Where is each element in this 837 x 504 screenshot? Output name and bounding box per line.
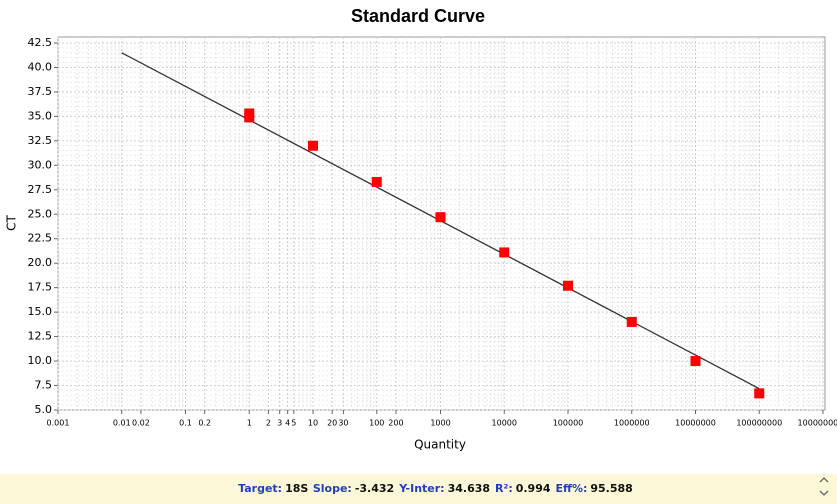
plot-area: [57, 36, 826, 411]
footer-value: 18S: [285, 482, 308, 495]
data-point: [690, 356, 701, 367]
data-point: [563, 280, 573, 291]
y-tick-label: 15.0: [28, 305, 53, 318]
y-tick-label: 40.0: [28, 60, 53, 73]
x-tick-label: 30: [338, 419, 348, 428]
x-tick-label: 2: [266, 419, 271, 428]
x-tick-label: 0.2: [198, 419, 211, 428]
x-tick-label: 1000000: [614, 419, 650, 428]
data-point: [435, 212, 446, 223]
y-tick-label: 20.0: [28, 256, 53, 269]
x-tick-label: 1000000000: [798, 419, 837, 428]
y-tick-label: 5.0: [35, 403, 53, 416]
y-tick-label: 27.5: [28, 183, 53, 196]
y-tick-label: 32.5: [28, 134, 53, 147]
data-point: [499, 247, 510, 258]
data-point: [371, 176, 382, 187]
x-tick-label: 20: [327, 419, 337, 428]
x-tick-label: 200: [388, 419, 403, 428]
x-tick-label: 0.1: [179, 419, 192, 428]
scroll-down[interactable]: [819, 490, 829, 496]
y-axis-label: CT: [5, 214, 19, 230]
x-tick-label: 100000000: [736, 419, 782, 428]
data-point: [244, 112, 255, 123]
x-tick-label: 1000: [430, 419, 450, 428]
footer-label: Y-Inter:: [398, 482, 444, 495]
y-tick-label: 17.5: [28, 281, 53, 294]
footer-label: Eff%:: [556, 482, 588, 495]
x-tick-label: 10: [308, 419, 318, 428]
y-tick-label: 30.0: [28, 158, 53, 171]
footer-value: 0.994: [516, 482, 551, 495]
x-tick-label: 1: [247, 419, 252, 428]
data-point: [626, 316, 637, 327]
data-point: [754, 388, 765, 399]
x-tick-label: 100000: [553, 419, 584, 428]
y-tick-label: 12.5: [28, 330, 53, 343]
x-tick-label: 4: [285, 419, 290, 428]
footer-value: 95.588: [590, 482, 632, 495]
footer-value: 34.638: [448, 482, 490, 495]
chart-title: Standard Curve: [351, 6, 485, 26]
x-tick-label: 5: [291, 419, 296, 428]
x-tick-label: 100: [369, 419, 384, 428]
y-tick-label: 10.0: [28, 354, 53, 367]
y-tick-label: 42.5: [28, 36, 53, 49]
y-tick-label: 37.5: [28, 85, 53, 98]
y-tick-label: 7.5: [35, 379, 53, 392]
x-tick-label: 0.001: [47, 419, 70, 428]
footer-label: R²:: [495, 482, 513, 495]
x-axis-label: Quantity: [414, 438, 466, 452]
x-tick-label: 0.01: [113, 419, 131, 428]
footer-label: Target:: [238, 482, 282, 495]
x-tick-label: 10000: [492, 419, 517, 428]
x-tick-label: 0.02: [132, 419, 150, 428]
x-tick-label: 3: [277, 419, 282, 428]
y-tick-label: 25.0: [28, 207, 53, 220]
footer-label: Slope:: [313, 482, 352, 495]
y-tick-label: 35.0: [28, 109, 53, 122]
x-tick-label: 10000000: [675, 419, 716, 428]
footer-value: -3.432: [355, 482, 394, 495]
footer-bar: [0, 474, 837, 504]
y-tick-label: 22.5: [28, 232, 53, 245]
scroll-up[interactable]: [819, 477, 829, 483]
data-point: [308, 140, 318, 151]
footer-text: Target: 18S Slope: -3.432 Y-Inter: 34.638 R²: 0…: [238, 482, 633, 495]
